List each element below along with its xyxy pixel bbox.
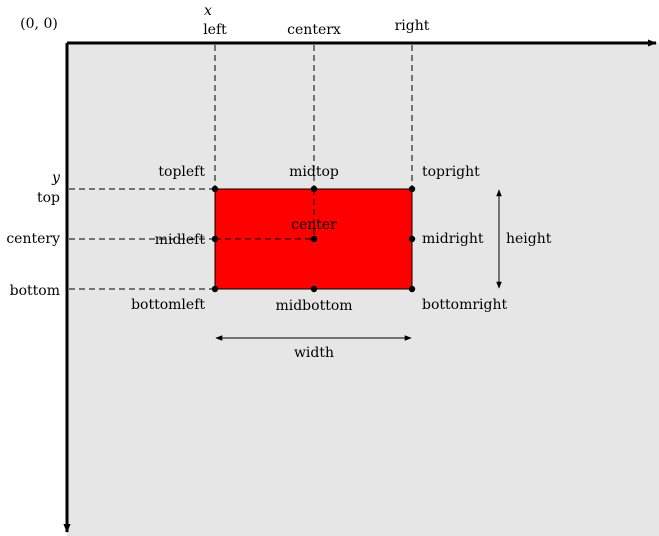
midleft-label: midleft	[155, 232, 206, 248]
bottomright-point	[408, 285, 416, 293]
width-label: width	[294, 345, 334, 361]
centery-label: centery	[6, 231, 60, 247]
right-label: right	[395, 18, 430, 34]
topright-point	[408, 185, 416, 193]
bottomright-label: bottomright	[422, 297, 507, 313]
midtop-label: midtop	[289, 164, 339, 180]
top-label: top	[37, 190, 60, 206]
center-label: center	[291, 217, 337, 233]
topleft-label: topleft	[158, 164, 205, 180]
height-label: height	[506, 231, 552, 247]
bottomleft-point	[211, 285, 219, 293]
centerx-label: centerx	[287, 22, 341, 38]
midbottom-point	[310, 285, 318, 293]
midtop-point	[310, 185, 318, 193]
midleft-point	[211, 235, 219, 243]
bottom-label: bottom	[10, 283, 60, 299]
x-axis-label: x	[204, 3, 212, 19]
center-point	[310, 235, 318, 243]
midright-point	[408, 235, 416, 243]
topleft-point	[211, 185, 219, 193]
midbottom-label: midbottom	[275, 298, 352, 314]
topright-label: topright	[422, 164, 480, 180]
left-label: left	[203, 22, 227, 38]
y-axis-label: y	[51, 170, 61, 186]
bottomleft-label: bottomleft	[131, 297, 205, 313]
origin-label: (0, 0)	[20, 16, 58, 32]
midright-label: midright	[422, 231, 484, 247]
